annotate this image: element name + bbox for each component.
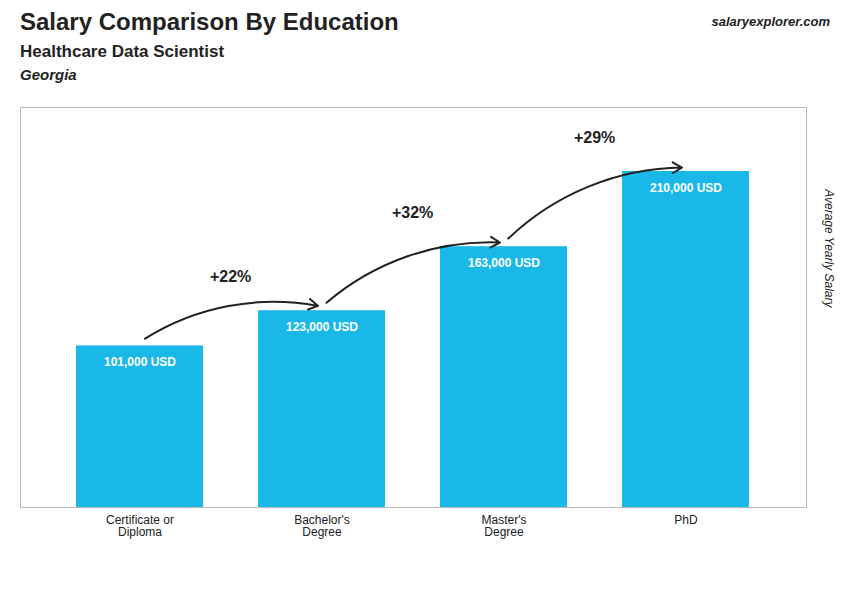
- svg-text:+32%: +32%: [392, 204, 433, 221]
- html-text:salary explorer.com: salary explorer.com: [711, 14, 830, 29]
- svg-text:163,000 USD: 163,000 USD: [468, 256, 540, 270]
- html-text:Salary Comparison By Education: Salary Comparison By Education: [20, 8, 399, 35]
- svg-text:210,000 USD: 210,000 USD: [650, 181, 722, 195]
- html-text:Healthcare Data Scientist: Healthcare Data Scientist: [20, 42, 225, 61]
- svg-text:PhD: PhD: [674, 513, 698, 527]
- svg-text:123,000 USD: 123,000 USD: [286, 320, 358, 334]
- svg-text:Certificate orDiploma: Certificate orDiploma: [106, 513, 174, 539]
- svg-text:+22%: +22%: [210, 268, 251, 285]
- html-text:Georgia: Georgia: [20, 66, 77, 83]
- svg-text:Bachelor'sDegree: Bachelor'sDegree: [294, 513, 350, 539]
- svg-text:101,000 USD: 101,000 USD: [104, 355, 176, 369]
- svg-text:Average Yearly Salary: Average Yearly Salary: [822, 188, 836, 308]
- svg-text:Master'sDegree: Master'sDegree: [482, 513, 527, 539]
- svg-text:+29%: +29%: [574, 129, 615, 146]
